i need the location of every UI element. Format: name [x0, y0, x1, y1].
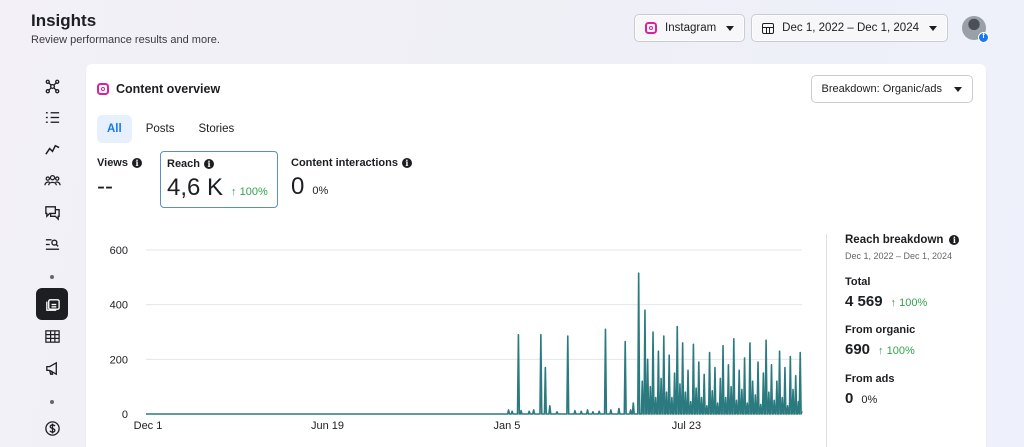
vertical-divider	[826, 234, 827, 447]
metric-views-label-row: Views i	[97, 157, 142, 169]
reach-total: Total 4 569 ↑ 100%	[845, 276, 927, 310]
metric-interactions-change: 0%	[312, 185, 329, 197]
x-tick-label: Dec 1	[134, 420, 163, 432]
metric-reach-label: Reach	[167, 158, 201, 170]
trend-icon	[44, 144, 59, 155]
content-icon	[45, 298, 60, 311]
card-title: Content overview	[116, 82, 221, 96]
reach-organic: From organic 690 ↑ 100%	[845, 324, 915, 358]
tab-all[interactable]: All	[97, 115, 132, 143]
breakdown-select[interactable]: Breakdown: Organic/ads	[810, 75, 973, 103]
content-tabs: All Posts Stories	[97, 115, 244, 143]
metric-interactions-value-row: 0 0%	[291, 173, 412, 201]
list-icon	[45, 111, 59, 123]
reach-chart: 0 200 400 600 Dec 1 Jun 19 Jan 5 Jul 23	[96, 234, 806, 434]
sidebar-item-overview[interactable]	[36, 70, 68, 102]
caret-down-icon	[929, 25, 937, 31]
reach-total-label: Total	[845, 276, 871, 288]
megaphone-icon	[45, 361, 57, 375]
content-overview-card: Content overview Breakdown: Organic/ads …	[86, 64, 986, 447]
date-range-label: Dec 1, 2022 – Dec 1, 2024	[782, 22, 919, 34]
reach-breakdown-title: Reach breakdown	[845, 234, 944, 246]
metric-interactions-label: Content interactions	[291, 157, 398, 169]
sidebar-item-search[interactable]	[36, 228, 68, 260]
reach-ads: From ads 0 0%	[845, 373, 895, 407]
caret-down-icon	[954, 86, 962, 92]
audience-icon	[43, 174, 61, 185]
reach-ads-value-row: 0 0%	[845, 390, 895, 407]
metric-interactions[interactable]: Content interactions i 0 0%	[291, 157, 412, 201]
instagram-icon	[97, 83, 109, 95]
reach-line-chart: 0 200 400 600 Dec 1 Jun 19 Jan 5 Jul 23	[110, 245, 803, 432]
reach-organic-label: From organic	[845, 324, 916, 336]
reach-series-line[interactable]	[146, 272, 803, 415]
y-tick-label: 200	[110, 354, 128, 366]
tab-posts[interactable]: Posts	[145, 123, 175, 135]
reach-ads-change: 0%	[861, 394, 878, 406]
x-tick-label: Jan 5	[493, 420, 520, 432]
network-icon	[45, 79, 59, 93]
dollar-icon	[44, 420, 60, 436]
messages-icon	[44, 205, 60, 221]
facebook-badge-icon: f	[978, 32, 989, 43]
avatar[interactable]: f	[962, 16, 989, 43]
metric-reach-value: 4,6 K	[167, 174, 224, 201]
metric-interactions-label-row: Content interactions i	[291, 157, 412, 169]
platform-select[interactable]: Instagram	[634, 14, 746, 42]
sidebar-item-ads[interactable]	[36, 352, 68, 384]
reach-organic-value: 690	[845, 341, 871, 358]
info-icon[interactable]: i	[949, 235, 960, 245]
reach-breakdown-date: Dec 1, 2022 – Dec 1, 2024	[845, 251, 953, 261]
metric-views-label: Views	[97, 157, 128, 169]
reach-organic-change: ↑ 100%	[878, 345, 915, 357]
x-tick-label: Jun 19	[311, 420, 344, 432]
sidebar-item-messages[interactable]	[36, 196, 68, 228]
reach-ads-label: From ads	[845, 373, 895, 385]
info-icon[interactable]: i	[204, 159, 215, 169]
page-title: Insights	[31, 11, 97, 30]
metric-views-value: --	[97, 173, 113, 200]
metric-reach-value-row: 4,6 K ↑ 100%	[167, 174, 271, 202]
y-tick-label: 400	[110, 300, 128, 312]
sidebar-item-trends[interactable]	[36, 133, 68, 165]
header: Insights Review performance results and …	[31, 11, 220, 46]
reach-total-change: ↑ 100%	[890, 297, 928, 309]
metric-views[interactable]: Views i --	[97, 157, 142, 201]
y-tick-label: 600	[110, 245, 128, 257]
instagram-icon	[645, 22, 658, 34]
sidebar-item-monetization[interactable]	[36, 412, 68, 444]
reach-breakdown-panel: Reach breakdown i Dec 1, 2022 – Dec 1, 2…	[845, 234, 985, 407]
reach-total-value: 4 569	[845, 293, 883, 310]
reach-organic-value-row: 690 ↑ 100%	[845, 341, 915, 358]
sidebar-separator-dot	[50, 400, 54, 404]
metric-reach-label-row: Reach i	[167, 158, 271, 170]
metric-views-value-row: --	[97, 173, 142, 201]
calendar-icon	[762, 22, 775, 34]
reach-ads-value: 0	[845, 390, 854, 407]
tab-stories[interactable]: Stories	[198, 123, 235, 135]
info-icon[interactable]: i	[132, 158, 142, 168]
sidebar-item-audience[interactable]	[36, 164, 68, 196]
caret-down-icon	[726, 25, 735, 31]
breakdown-label: Breakdown: Organic/ads	[821, 83, 942, 95]
page-subtitle: Review performance results and more.	[31, 34, 220, 46]
date-range-select[interactable]: Dec 1, 2022 – Dec 1, 2024	[751, 14, 948, 42]
reach-total-value-row: 4 569 ↑ 100%	[845, 293, 927, 310]
sidebar-separator-dot	[50, 275, 54, 279]
sidebar-item-content[interactable]	[36, 288, 68, 320]
metric-reach-change: ↑ 100%	[231, 186, 268, 198]
platform-select-label: Instagram	[665, 22, 717, 34]
topbar: Instagram Dec 1, 2022 – Dec 1, 2024 f	[634, 14, 989, 43]
metric-interactions-value: 0	[291, 173, 305, 200]
card-header: Content overview	[97, 82, 220, 96]
x-tick-label: Jul 23	[672, 420, 701, 432]
sidebar-item-list[interactable]	[36, 101, 68, 133]
y-tick-label: 0	[122, 409, 128, 421]
info-icon[interactable]: i	[401, 158, 412, 168]
reach-breakdown-title-row: Reach breakdown i	[845, 234, 985, 246]
table-icon	[44, 329, 60, 343]
search-list-icon	[45, 238, 59, 250]
sidebar-item-table[interactable]	[36, 320, 68, 352]
metric-reach[interactable]: Reach i 4,6 K ↑ 100%	[160, 151, 278, 208]
